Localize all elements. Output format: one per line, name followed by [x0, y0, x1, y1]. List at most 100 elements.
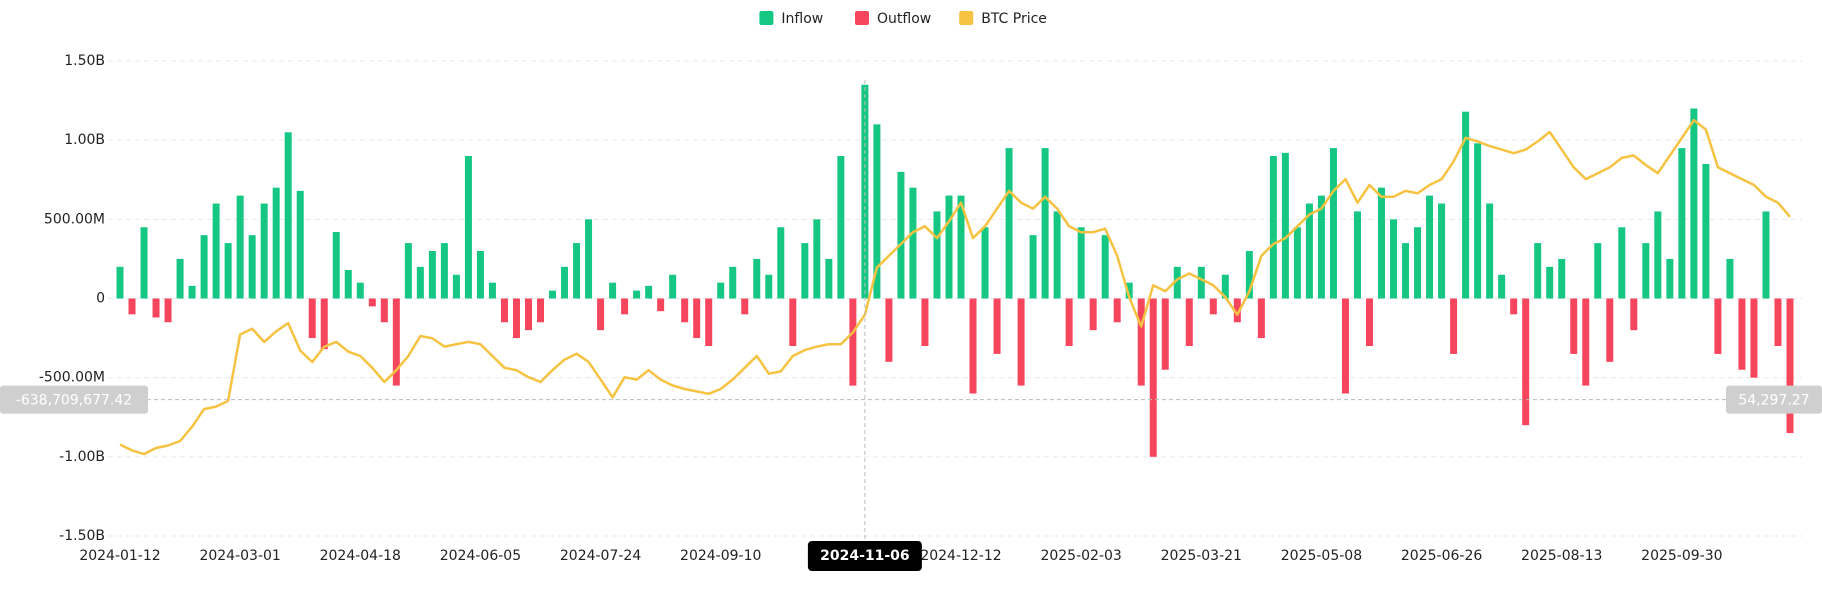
bar [1738, 298, 1746, 370]
bar [1546, 266, 1554, 299]
bar [873, 124, 881, 299]
bar [957, 195, 965, 299]
bar [741, 298, 749, 315]
bar [981, 227, 989, 299]
bar [921, 298, 929, 346]
bar [1642, 243, 1650, 299]
bar [1606, 298, 1614, 362]
bar [1774, 298, 1782, 346]
bar [681, 298, 689, 323]
bar [284, 132, 292, 299]
x-tick-label: 2024-01-12 [79, 548, 160, 564]
bar [777, 227, 785, 299]
x-tick-label: 2025-09-30 [1641, 548, 1722, 564]
y-tick-label: -1.00B [59, 449, 105, 465]
bar [1185, 298, 1193, 346]
bar [1245, 251, 1253, 299]
crosshair-y-label: -638,709,677.42 [16, 393, 132, 409]
bar [633, 290, 641, 299]
bar [969, 298, 977, 394]
bar [645, 285, 653, 299]
y-tick-label: 1.00B [64, 132, 105, 148]
legend-label: Inflow [781, 11, 823, 27]
bar [993, 298, 1001, 354]
bar [621, 298, 629, 315]
bar [1750, 298, 1758, 378]
bar [260, 203, 268, 299]
crosshair-y2-label: 54,297.27 [1738, 393, 1809, 409]
bar [1402, 243, 1410, 299]
bar [1089, 298, 1097, 331]
bar [1702, 163, 1710, 299]
bar [524, 298, 532, 331]
bar [1281, 152, 1289, 299]
bar [332, 232, 340, 299]
bar [561, 266, 569, 299]
x-tick-label: 2024-12-12 [920, 548, 1001, 564]
bar [200, 235, 208, 299]
bar [176, 258, 184, 299]
bar [1125, 282, 1133, 299]
bar [236, 195, 244, 299]
bar [512, 298, 520, 339]
bar [861, 84, 869, 299]
price-line [119, 118, 1791, 456]
bar [1474, 143, 1482, 299]
bar [1173, 266, 1181, 299]
bar [1149, 298, 1157, 457]
bar [669, 274, 677, 299]
bar [308, 298, 316, 339]
bar [885, 298, 893, 362]
legend-swatch [759, 11, 774, 25]
bar [1029, 235, 1037, 299]
bar [1714, 298, 1722, 354]
bar [152, 298, 160, 318]
bar [1678, 148, 1686, 299]
bar [1462, 111, 1470, 299]
bar [440, 243, 448, 299]
bar [1594, 243, 1602, 299]
bar [1365, 298, 1373, 346]
bar [1438, 203, 1446, 299]
bar [1378, 187, 1386, 299]
bar [1390, 219, 1398, 299]
bar [1341, 298, 1349, 394]
bar [1582, 298, 1590, 386]
x-tick-label: 2025-06-26 [1401, 548, 1482, 564]
bar [368, 298, 376, 307]
bar [705, 298, 713, 346]
bar [392, 298, 400, 386]
bar [1522, 298, 1530, 426]
bar [1257, 298, 1265, 339]
bar [1161, 298, 1169, 370]
bar [1209, 298, 1217, 315]
bar [1113, 298, 1121, 323]
bar [188, 285, 196, 299]
crosshair-y-box [0, 385, 148, 414]
bar [1450, 298, 1458, 354]
legend-label: Outflow [877, 11, 931, 27]
bar [1293, 227, 1301, 299]
bar [1690, 108, 1698, 299]
bar [1654, 211, 1662, 299]
x-tick-label: 2024-04-18 [320, 548, 401, 564]
x-tick-label: 2024-03-01 [199, 548, 280, 564]
bar [1498, 274, 1506, 299]
y-tick-label: 1.50B [64, 53, 105, 69]
legend-label: BTC Price [981, 11, 1047, 27]
y-tick-label: 0 [96, 291, 105, 307]
bar [164, 298, 172, 323]
bar [1197, 266, 1205, 299]
bar [224, 243, 232, 299]
bar [296, 190, 304, 299]
x-tick-label: 2025-08-13 [1521, 548, 1602, 564]
bar [1221, 274, 1229, 299]
bar [1305, 203, 1313, 299]
x-tick-label: 2025-02-03 [1040, 548, 1121, 564]
x-tick-label: 2025-05-08 [1281, 548, 1362, 564]
bar [537, 298, 545, 323]
crosshair-y2-box [1726, 385, 1822, 414]
bar [693, 298, 701, 339]
bar [1558, 258, 1566, 299]
